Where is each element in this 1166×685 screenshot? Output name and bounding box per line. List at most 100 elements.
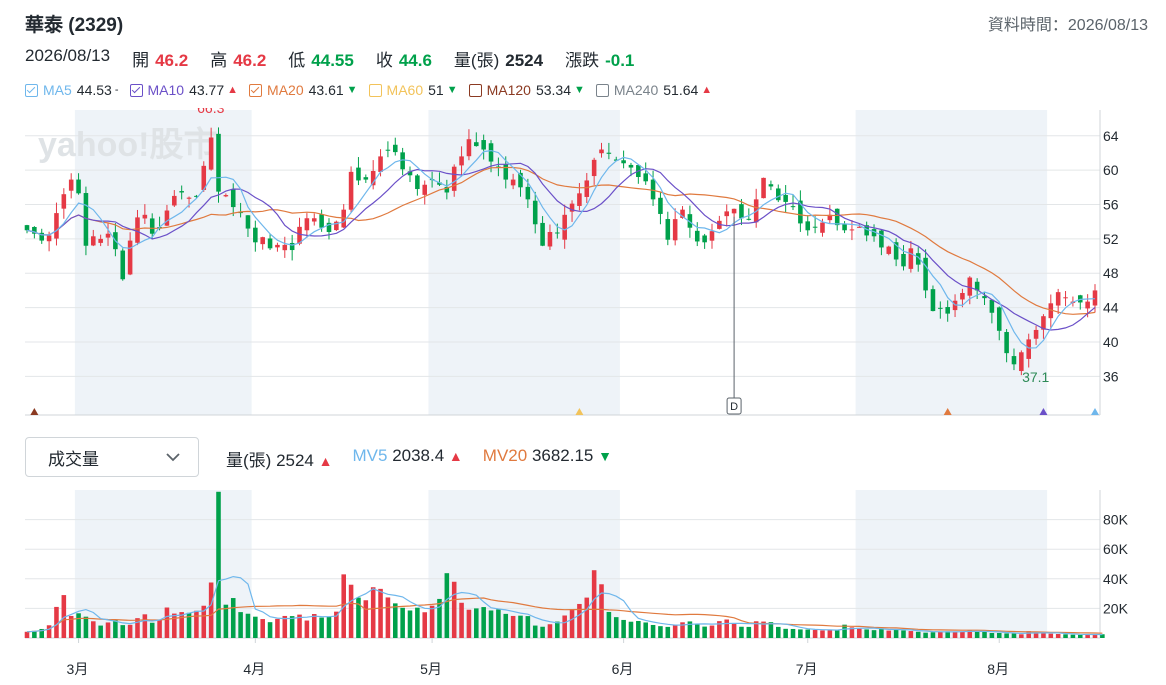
checkbox-icon[interactable] [249,83,263,97]
candle [179,191,184,193]
candle [223,195,229,197]
indicator-select[interactable]: 成交量 [25,437,199,477]
volume-bar [135,618,140,638]
volume-bar [311,614,317,638]
checkbox-icon[interactable] [595,83,609,97]
volume-bar [245,613,251,638]
volume-bar [61,595,67,638]
candle [54,213,59,239]
candle [245,215,251,229]
volume-bar [599,584,604,638]
ma-legend: MA5 44.53- MA10 43.77 ▲ MA20 43.61 ▼ MA60 51 ▼ MA12… [25,82,723,98]
candle [194,195,199,197]
ma-toggle-ma20[interactable]: MA20 43.61 ▼ [249,82,358,98]
close-value: 44.6 [398,51,432,70]
event-marker [943,408,952,415]
volume-bar [164,607,170,638]
ma10-line [26,162,1096,331]
candle [201,165,207,190]
candle [68,179,74,191]
month-shade [74,490,252,638]
x-tick-label: 3月 [67,661,89,677]
volume-bar [113,620,118,638]
candle [871,229,877,237]
candle [127,240,133,275]
y-tick-label: 60K [1103,541,1129,557]
volume-bar [871,630,877,638]
candle [91,236,96,246]
volume-bar [474,608,479,638]
ma-toggle-ma60[interactable]: MA60 51 ▼ [368,82,458,98]
volume-bar [1048,633,1054,638]
low-value: 44.55 [311,51,354,70]
candle [901,253,906,267]
price-chart[interactable]: 36 40 44 48 52 56 60 64 yahoo!股市 66.3 37.1 D [0,108,1166,423]
candle [768,184,774,187]
candle [370,171,376,186]
checkbox-icon[interactable] [368,83,382,97]
mv5-trend: ▲ [448,448,463,464]
candle [83,193,89,246]
volume-bar [658,626,663,638]
volume-bar [437,598,442,638]
candle [820,222,825,233]
candle [466,139,472,157]
month-shade [855,490,1048,638]
volume-bar [260,619,265,638]
x-tick-label: 5月 [420,661,442,677]
volume-bar [643,622,648,638]
volume-bar [901,630,906,638]
checkbox-icon[interactable] [129,83,143,97]
candle [996,307,1002,331]
mv20-trend: ▼ [598,448,612,464]
ma-toggle-ma240[interactable]: MA240 51.64 ▲ [595,82,712,98]
volume-bar [709,625,715,638]
volume-bar [149,622,155,638]
candle [1026,339,1031,359]
y-tick-label: 64 [1103,128,1119,144]
ma-name: MA120 [486,82,531,98]
checkbox-icon[interactable] [468,83,482,97]
ma-toggle-ma10[interactable]: MA10 43.77 ▲ [129,82,238,98]
volume-bar [488,610,494,638]
volume-bar [989,632,995,638]
candle [783,194,788,202]
y-tick-label: 60 [1103,162,1119,178]
volume-bar [812,630,818,638]
volume-bar [857,628,862,638]
candle [650,179,656,200]
candle [739,204,744,219]
ma-toggle-ma5[interactable]: MA5 44.53- [25,82,119,98]
volume-bar [967,630,973,638]
volume-bar [783,628,788,638]
quote-date: 2026/08/13 [25,46,111,65]
candle [915,253,921,265]
candle [1041,316,1046,330]
ma-value: 51 [428,82,444,98]
candle [842,224,847,231]
volume-bar [120,625,126,638]
volume-bar [238,612,243,638]
candle [1063,297,1068,299]
volume-bar [1070,634,1076,638]
mv20-line [26,597,1103,634]
candle [275,244,280,248]
event-marker [1091,408,1099,415]
close-label: 收 [375,51,393,70]
mv20-value: 3682.15 [531,446,594,465]
volume-bar [223,604,229,638]
volume-bar [253,616,258,638]
y-tick-label: 80K [1103,512,1129,528]
volume-bar [849,627,855,638]
volume-bar [451,581,457,638]
volume-bar [672,624,678,638]
volume-bar [1026,631,1031,638]
y-tick-label: 40K [1103,571,1129,587]
volume-bar [680,622,685,638]
volume-chart[interactable]: 20K 40K 60K 80K 3月 4月 5月 6月 7月 8月 [0,488,1166,685]
candle [857,226,862,228]
candle [260,237,265,245]
checkbox-icon[interactable] [25,83,38,97]
ma-toggle-ma120[interactable]: MA120 53.34 ▼ [468,82,585,98]
volume-bar [422,612,428,638]
